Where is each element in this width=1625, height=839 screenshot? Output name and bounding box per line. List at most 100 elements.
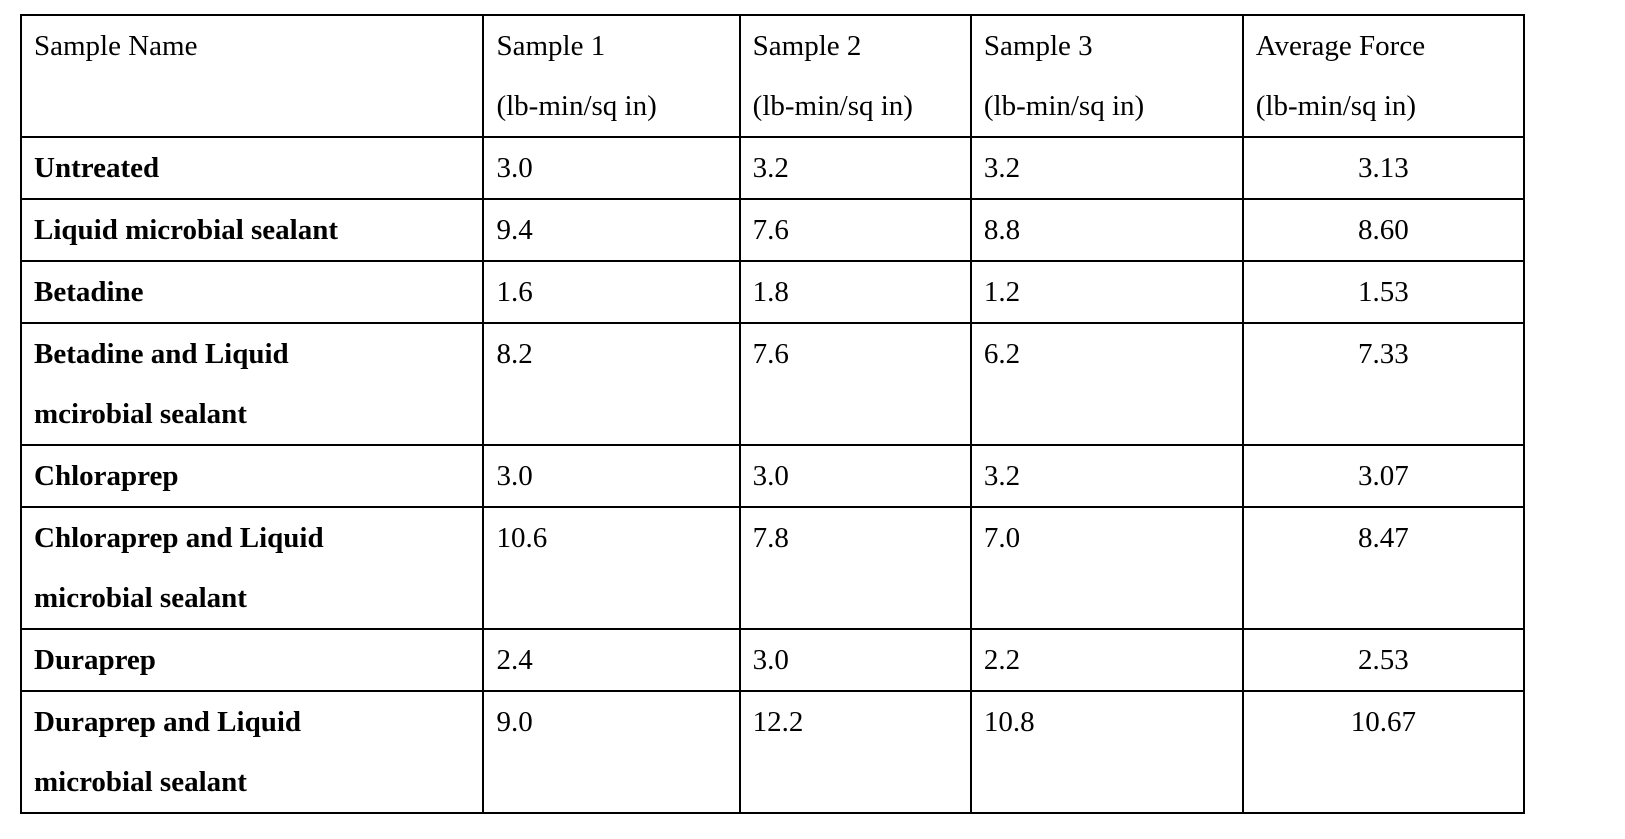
average-force-cell-text: 3.07 — [1358, 460, 1409, 492]
sample-3-cell: 1.2 — [971, 261, 1243, 323]
header-label: Sample Name — [34, 30, 197, 62]
sample-2-cell: 7.8 — [740, 507, 971, 629]
sample-1-cell: 2.4 — [483, 629, 739, 691]
table-row: Chloraprep and Liquid microbial sealant 10… — [21, 507, 1524, 629]
sample-2-cell-text: 12.2 — [753, 706, 804, 738]
sample-2-cell-text: 3.2 — [753, 152, 789, 184]
header-label: Average Force — [1256, 30, 1425, 62]
average-force-cell: 1.53 — [1243, 261, 1524, 323]
sample-name-cell-text: Betadine and Liquid — [34, 338, 289, 370]
header-sample-1: Sample 1 (lb-min/sq in) — [483, 15, 739, 137]
sample-1-cell: 1.6 — [483, 261, 739, 323]
average-force-cell-text: 8.60 — [1358, 214, 1409, 246]
sample-name-cell-text: Chloraprep — [34, 460, 178, 492]
sample-3-cell-text: 10.8 — [984, 706, 1035, 738]
average-force-cell: 10.67 — [1243, 691, 1524, 813]
header-sample-name: Sample Name — [21, 15, 483, 137]
sample-3-cell-text: 1.2 — [984, 276, 1020, 308]
sample-name-cell: Duraprep — [21, 629, 483, 691]
sample-name-cell: Betadine — [21, 261, 483, 323]
average-force-cell-text: 8.47 — [1358, 522, 1409, 554]
sample-name-cell-text: Duraprep — [34, 644, 156, 676]
sample-3-cell-text: 3.2 — [984, 152, 1020, 184]
sample-3-cell-text: 2.2 — [984, 644, 1020, 676]
sample-2-cell: 7.6 — [740, 323, 971, 445]
sample-1-cell-text: 8.2 — [496, 338, 532, 370]
sample-1-cell-text: 9.0 — [496, 706, 532, 738]
sample-name-cell-text: microbial sealant — [34, 582, 247, 614]
sample-1-cell: 3.0 — [483, 137, 739, 199]
sample-name-cell-text: Liquid microbial sealant — [34, 214, 338, 246]
sample-3-cell-text: 7.0 — [984, 522, 1020, 554]
table-row: Betadine 1.6 1.8 1.2 1.53 — [21, 261, 1524, 323]
sample-name-cell: Chloraprep and Liquid microbial sealant — [21, 507, 483, 629]
sample-2-cell-text: 3.0 — [753, 460, 789, 492]
table-row: Untreated 3.0 3.2 3.2 3.13 — [21, 137, 1524, 199]
sample-name-cell-text: Chloraprep and Liquid — [34, 522, 324, 554]
sample-name-cell: Liquid microbial sealant — [21, 199, 483, 261]
sample-1-cell-text: 10.6 — [496, 522, 547, 554]
sample-3-cell-text: 8.8 — [984, 214, 1020, 246]
sample-3-cell: 3.2 — [971, 445, 1243, 507]
average-force-cell: 7.33 — [1243, 323, 1524, 445]
sample-2-cell-text: 7.6 — [753, 338, 789, 370]
sample-3-cell: 8.8 — [971, 199, 1243, 261]
sample-name-cell-text: Untreated — [34, 152, 159, 184]
table-row: Chloraprep 3.0 3.0 3.2 3.07 — [21, 445, 1524, 507]
sample-2-cell: 7.6 — [740, 199, 971, 261]
average-force-cell-text: 10.67 — [1351, 706, 1416, 738]
table-row: Duraprep2.43.02.22.53 — [21, 629, 1524, 691]
average-force-cell: 3.13 — [1243, 137, 1524, 199]
sample-1-cell: 9.0 — [483, 691, 739, 813]
sample-name-cell: Betadine and Liquid mcirobial sealant — [21, 323, 483, 445]
sample-1-cell-text: 3.0 — [496, 460, 532, 492]
sample-2-cell: 3.2 — [740, 137, 971, 199]
sample-3-cell: 3.2 — [971, 137, 1243, 199]
force-results-table: Sample Name Sample 1 (lb-min/sq in) Sampl… — [20, 14, 1525, 814]
table-row: Liquid microbial sealant 9.4 7.6 8.8 8.60 — [21, 199, 1524, 261]
header-unit: (lb-min/sq in) — [496, 90, 656, 122]
header-sample-2: Sample 2 (lb-min/sq in) — [740, 15, 971, 137]
sample-name-cell-text: Betadine — [34, 276, 144, 308]
sample-1-cell: 10.6 — [483, 507, 739, 629]
header-sample-3: Sample 3(lb-min/sq in) — [971, 15, 1243, 137]
sample-1-cell-text: 1.6 — [496, 276, 532, 308]
sample-3-cell: 2.2 — [971, 629, 1243, 691]
header-label: Sample 1 — [496, 30, 605, 62]
sample-1-cell-text: 3.0 — [496, 152, 532, 184]
sample-1-cell: 3.0 — [483, 445, 739, 507]
header-label: Sample 3 — [984, 30, 1093, 62]
sample-3-cell-text: 6.2 — [984, 338, 1020, 370]
average-force-cell: 3.07 — [1243, 445, 1524, 507]
average-force-cell-text: 1.53 — [1358, 276, 1409, 308]
sample-1-cell-text: 9.4 — [496, 214, 532, 246]
average-force-cell-text: 2.53 — [1358, 644, 1409, 676]
header-label: Sample 2 — [753, 30, 862, 62]
average-force-cell-text: 7.33 — [1358, 338, 1409, 370]
header-row: Sample Name Sample 1 (lb-min/sq in) Sampl… — [21, 15, 1524, 137]
sample-1-cell-text: 2.4 — [496, 644, 532, 676]
header-unit: (lb-min/sq in) — [753, 90, 913, 122]
sample-2-cell: 12.2 — [740, 691, 971, 813]
sample-2-cell-text: 7.8 — [753, 522, 789, 554]
average-force-cell-text: 3.13 — [1358, 152, 1409, 184]
sample-name-cell: Untreated — [21, 137, 483, 199]
sample-2-cell-text: 7.6 — [753, 214, 789, 246]
header-average-force: Average Force (lb-min/sq in) — [1243, 15, 1524, 137]
sample-name-cell-text: microbial sealant — [34, 766, 247, 798]
sample-name-cell: Chloraprep — [21, 445, 483, 507]
sample-3-cell-text: 3.2 — [984, 460, 1020, 492]
sample-2-cell-text: 1.8 — [753, 276, 789, 308]
sample-3-cell: 6.2 — [971, 323, 1243, 445]
header-unit: (lb-min/sq in) — [1256, 90, 1416, 122]
sample-1-cell: 8.2 — [483, 323, 739, 445]
sample-name-cell-text: mcirobial sealant — [34, 398, 247, 430]
sample-2-cell: 1.8 — [740, 261, 971, 323]
sample-name-cell: Duraprep and Liquidmicrobial sealant — [21, 691, 483, 813]
sample-1-cell: 9.4 — [483, 199, 739, 261]
table-row: Duraprep and Liquidmicrobial sealant 9.0 1… — [21, 691, 1524, 813]
table-row: Betadine and Liquid mcirobial sealant 8.2 7… — [21, 323, 1524, 445]
average-force-cell: 8.60 — [1243, 199, 1524, 261]
sample-2-cell: 3.0 — [740, 445, 971, 507]
average-force-cell: 2.53 — [1243, 629, 1524, 691]
